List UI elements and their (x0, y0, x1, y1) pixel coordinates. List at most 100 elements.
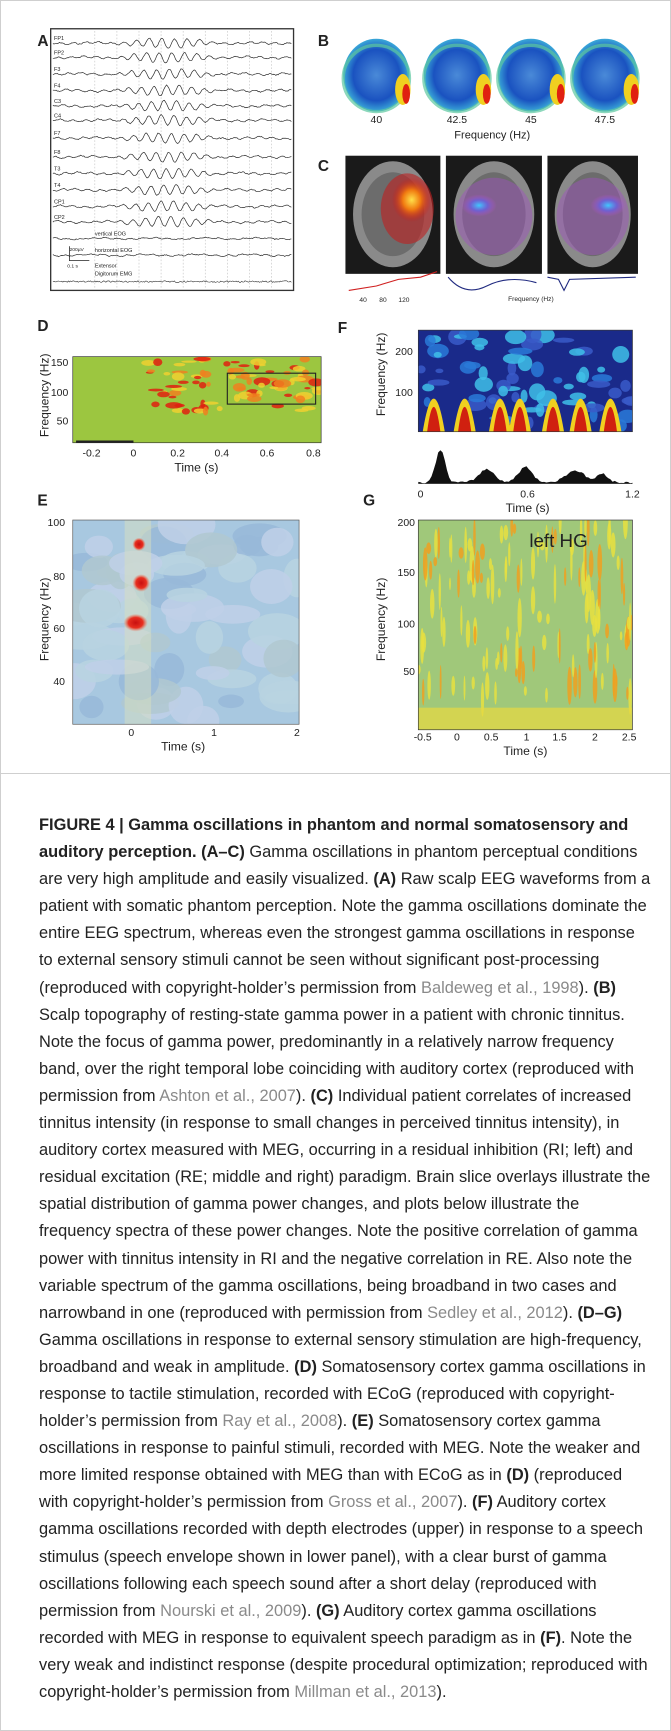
heatmap-texture (515, 631, 518, 670)
overlay (591, 194, 626, 216)
heatmap-texture (459, 328, 479, 341)
heatmap-texture (230, 361, 239, 363)
heatmap-texture (193, 357, 210, 361)
x-tick-label: 47.5 (595, 115, 616, 126)
x-tick-label: 45 (525, 115, 537, 126)
heatmap-texture (203, 407, 208, 416)
heatmap-texture (426, 542, 431, 554)
x-axis-label: Frequency (Hz) (454, 130, 530, 142)
heatmap-texture (203, 402, 218, 405)
caption-bold: (B) (593, 979, 616, 997)
caption-plain: ). (437, 1683, 447, 1701)
x-tick-label: 2.5 (622, 732, 637, 743)
heatmap-texture (513, 523, 516, 533)
heatmap-texture (542, 635, 546, 650)
heatmap-texture (312, 387, 325, 395)
eeg-trace (53, 69, 291, 79)
eeg-channel-label: horizontal EOG (95, 248, 133, 254)
y-axis-label: Frequency (Hz) (37, 578, 51, 662)
heatmap-texture (486, 577, 490, 599)
x-tick-label: 0.8 (306, 449, 321, 460)
heatmap-texture (438, 527, 440, 559)
x-tick-label: 1.5 (552, 732, 567, 743)
heatmap-texture (622, 397, 639, 405)
heatmap-texture (503, 353, 525, 364)
speech-envelope (418, 450, 632, 483)
heatmap-texture (623, 503, 628, 539)
heatmap-texture (578, 664, 581, 699)
heatmap-texture (593, 520, 597, 536)
y-tick-label: 150 (51, 358, 69, 369)
x-tick-label: 0.6 (260, 449, 275, 460)
x-tick-label: 1 (211, 728, 217, 739)
heatmap-texture (192, 380, 200, 384)
heatmap-texture (608, 388, 621, 399)
x-tick-label: 40 (371, 115, 383, 126)
caption-cite[interactable]: Gross et al., 2007 (328, 1493, 457, 1511)
figure-panels: AFP1FP2F3F4C3C4F7F8T3T4CP1CP2vertical EO… (1, 1, 670, 773)
heatmap-texture (520, 558, 522, 586)
panel-label: B (318, 33, 329, 50)
heatmap-texture (295, 409, 309, 412)
eeg-channel-label: F7 (54, 131, 60, 137)
caption-cite[interactable]: Sedley et al., 2012 (427, 1304, 563, 1322)
heatmap-texture (217, 406, 223, 411)
heatmap-texture (594, 642, 596, 663)
caption-bold: (E) (352, 1412, 374, 1430)
caption-cite[interactable]: Millman et al., 2013 (294, 1683, 436, 1701)
eeg-trace (53, 38, 291, 48)
eeg-channel-label: T4 (54, 183, 60, 189)
heatmap-texture (616, 675, 618, 686)
heatmap-texture (457, 569, 460, 597)
heatmap-texture (223, 361, 230, 366)
heatmap-texture (504, 560, 507, 582)
eeg-trace (53, 185, 291, 196)
heatmap-texture (485, 672, 489, 700)
heatmap-texture (164, 372, 171, 375)
heatmap-texture (531, 586, 535, 614)
caption-cite[interactable]: Nourski et al., 2009 (160, 1602, 301, 1620)
x-tick-label: 0.6 (520, 489, 535, 500)
eeg-channel-label: Digitorum EMG (95, 271, 133, 277)
eeg-channel-label: vertical EOG (95, 232, 126, 238)
x-tick-label: 0.4 (215, 449, 230, 460)
heatmap-texture (153, 358, 162, 366)
heatmap-texture (296, 396, 305, 404)
heatmap-texture (440, 607, 442, 637)
heatmap-texture (290, 377, 306, 381)
x-tick-label: 80 (379, 297, 387, 304)
heatmap-texture (508, 542, 510, 566)
heatmap-texture (500, 643, 502, 662)
heatmap-texture (468, 394, 485, 402)
heatmap-texture (623, 583, 625, 606)
heatmap-texture (206, 382, 211, 387)
caption-plain: Individual patient correlates of increas… (39, 1087, 650, 1322)
caption-plain: ). (337, 1412, 352, 1430)
x-tick-label: -0.5 (414, 732, 432, 743)
caption-cite[interactable]: Ashton et al., 2007 (159, 1087, 296, 1105)
heatmap-texture (473, 626, 476, 644)
heatmap-texture (564, 384, 574, 390)
eeg-trace (53, 133, 291, 143)
heatmap-texture (434, 529, 438, 558)
figure-frame: AFP1FP2F3F4C3C4F7F8T3T4CP1CP2vertical EO… (0, 0, 671, 1731)
heatmap-texture (449, 578, 451, 590)
caption-cite[interactable]: Baldeweg et al., 1998 (421, 979, 579, 997)
eeg-channel-label: FP1 (54, 36, 64, 42)
eeg-channel-label: CP2 (54, 215, 65, 221)
caption-bold: (G) (316, 1602, 340, 1620)
y-axis-label: Frequency (Hz) (374, 578, 388, 662)
head-hotspot (483, 84, 491, 104)
scale-label: 200µV (69, 247, 84, 253)
heatmap-texture (196, 666, 230, 680)
heatmap-texture (597, 367, 605, 373)
y-tick-label: 40 (53, 677, 65, 688)
caption-bold: (D–G) (577, 1304, 622, 1322)
caption-cite[interactable]: Ray et al., 2008 (222, 1412, 337, 1430)
heatmap-texture (274, 379, 291, 387)
heatmap-texture (517, 598, 521, 637)
heatmap-texture (194, 376, 201, 379)
heatmap-texture (569, 348, 585, 355)
heatmap-texture (529, 383, 545, 400)
heatmap-texture (506, 626, 509, 640)
